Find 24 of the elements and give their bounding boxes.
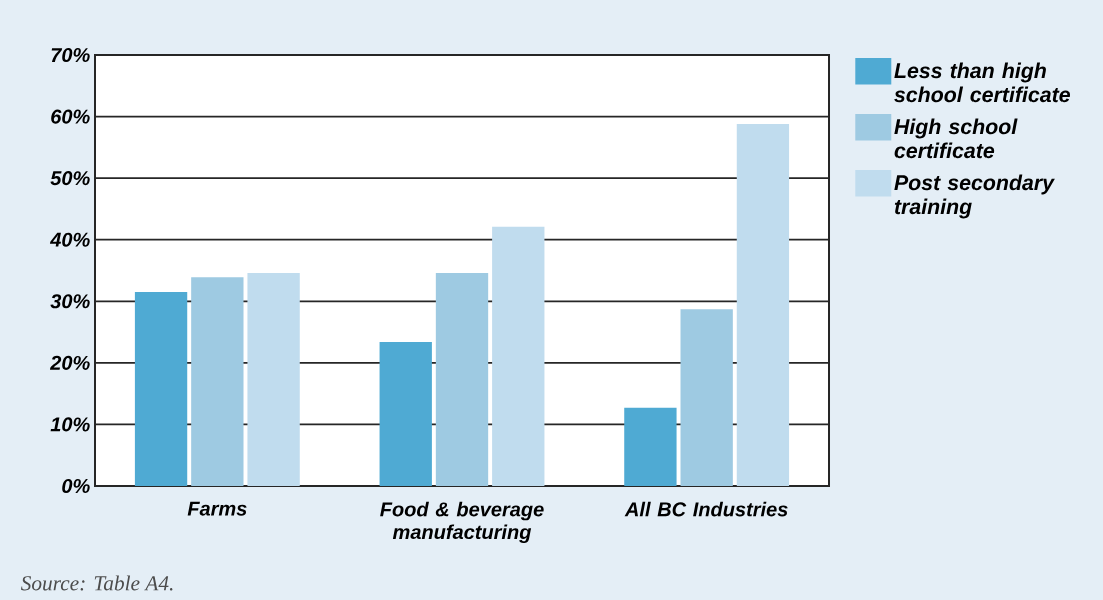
- y-tick-label: 40%: [49, 232, 90, 247]
- bar: [624, 407, 677, 486]
- bar: [492, 226, 545, 486]
- y-tick-label: 0%: [62, 478, 90, 494]
- source-note: Source: Table A4.: [20, 575, 173, 591]
- legend-label: Post secondary training: [894, 174, 1055, 219]
- bar: [379, 341, 432, 486]
- legend-label: Less than high school certificate: [894, 62, 1071, 103]
- y-tick-label: 30%: [50, 294, 90, 309]
- bar: [247, 272, 300, 486]
- legend-label: High school certificate: [894, 118, 1018, 159]
- x-tick-label: Farms: [187, 501, 247, 516]
- x-tick-label: All BC Industries: [624, 501, 788, 517]
- x-tick-label: Food & beverage manufacturing: [380, 501, 544, 544]
- y-tick-label: 50%: [50, 171, 90, 186]
- y-tick-label: 10%: [50, 417, 90, 432]
- bar: [736, 123, 790, 486]
- bar: [680, 309, 733, 486]
- y-tick-label: 60%: [51, 109, 90, 124]
- y-tick-label: 70%: [51, 47, 90, 63]
- y-tick-label: 20%: [49, 355, 90, 370]
- bar: [134, 292, 188, 486]
- bar: [191, 277, 244, 486]
- bar: [435, 272, 489, 486]
